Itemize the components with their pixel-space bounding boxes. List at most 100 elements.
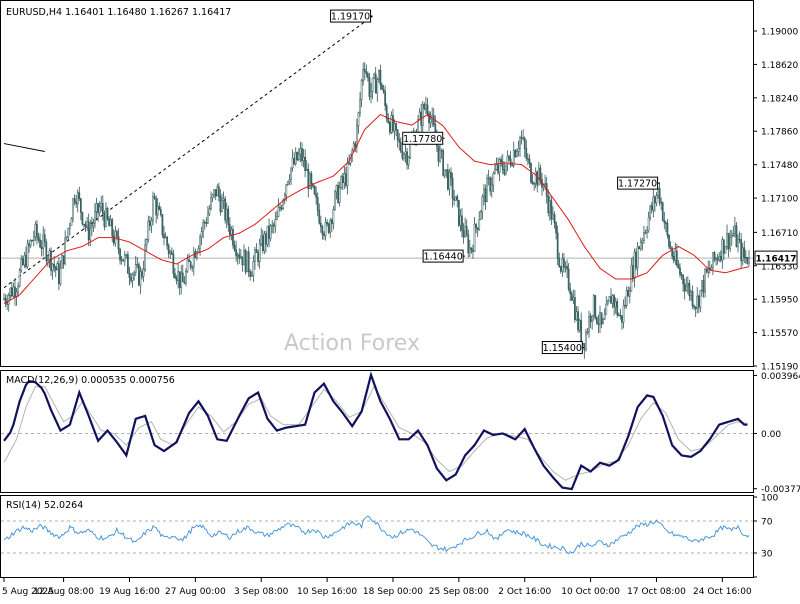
- candle-body: [677, 264, 680, 269]
- candle-body: [298, 153, 300, 161]
- candle-body: [745, 256, 747, 259]
- candle-body: [586, 331, 589, 333]
- candle-body: [738, 239, 741, 241]
- candle-body: [272, 224, 275, 227]
- price-tick-label: 1.17100: [761, 195, 798, 205]
- candle-body: [334, 191, 336, 210]
- candle-body: [597, 322, 600, 325]
- candle-body: [644, 232, 647, 234]
- candle-body: [730, 235, 733, 238]
- candle-body: [429, 118, 432, 124]
- candle-body: [558, 258, 561, 267]
- candle-body: [62, 255, 65, 265]
- candle-body: [553, 214, 556, 224]
- candle-body: [260, 235, 263, 245]
- candle-body: [250, 275, 253, 277]
- candle-body: [89, 227, 92, 241]
- candle-body: [614, 301, 617, 308]
- rsi-indicator: 100 70 30: [1, 494, 778, 578]
- candle-body: [483, 188, 485, 197]
- candle-body: [710, 267, 713, 271]
- candle-body: [117, 236, 120, 250]
- candle-body: [652, 196, 655, 211]
- candle-body: [103, 213, 106, 227]
- price-tick-label: 1.18620: [761, 61, 798, 71]
- annotation-label: 1.16440: [423, 252, 462, 263]
- candle-body: [671, 248, 673, 257]
- candle-body: [679, 267, 681, 275]
- candle-body: [221, 200, 223, 213]
- candle-body: [494, 169, 496, 174]
- candle-body: [498, 159, 501, 173]
- candle-body: [205, 222, 208, 224]
- candle-body: [285, 184, 288, 196]
- candle-body: [537, 167, 540, 186]
- candle-body: [293, 157, 296, 164]
- candle-body: [172, 253, 175, 274]
- candle-body: [261, 235, 264, 252]
- candle-body: [47, 259, 49, 262]
- candle-body: [48, 250, 51, 260]
- macd-title: MACD(12,26,9) 0.000535 0.000756: [6, 375, 175, 386]
- candle-body: [624, 304, 626, 307]
- candle-body: [316, 196, 319, 211]
- time-tick-label: 3 Sep 08:00: [234, 587, 289, 597]
- candle-body: [67, 227, 70, 238]
- candle-body: [150, 220, 153, 226]
- candle-body: [53, 263, 56, 268]
- candle-body: [680, 274, 683, 276]
- candle-body: [139, 271, 142, 286]
- candle-body: [365, 71, 368, 74]
- candle-body: [628, 290, 631, 297]
- candle-body: [326, 222, 328, 224]
- candle-body: [500, 159, 503, 162]
- rsi-panel-frame: [0, 495, 754, 578]
- candle-body: [686, 283, 689, 287]
- candle-body: [606, 300, 609, 305]
- candle-body: [464, 226, 466, 238]
- candle-body: [423, 104, 426, 109]
- candle-body: [693, 305, 695, 308]
- candle-body: [589, 315, 592, 322]
- candle-body: [6, 302, 8, 305]
- candle-body: [403, 153, 405, 159]
- candle-body: [191, 266, 194, 269]
- annotation-box: [402, 131, 444, 145]
- macd-tick-label: -0.003774: [761, 485, 800, 495]
- candle-body: [639, 242, 642, 250]
- candle-body: [222, 198, 225, 201]
- candle-body: [440, 150, 443, 152]
- candle-body: [495, 164, 498, 170]
- candle-body: [348, 162, 350, 165]
- candle-body: [31, 240, 34, 242]
- candle-body: [357, 112, 360, 127]
- candle-body: [729, 236, 732, 249]
- candle-body: [208, 208, 211, 215]
- candle-body: [599, 312, 601, 325]
- candle-body: [101, 202, 104, 215]
- candle-body: [674, 250, 677, 261]
- candle-body: [534, 171, 537, 184]
- macd-indicator: 0.003964 0.00 -0.003774: [1, 371, 800, 495]
- candle-body: [163, 234, 165, 239]
- candle-body: [530, 163, 532, 183]
- candle-body: [296, 151, 299, 161]
- candle-body: [51, 263, 54, 271]
- candle-body: [382, 89, 385, 92]
- candle-body: [330, 220, 333, 224]
- time-tick-label: 25 Sep 08:00: [429, 587, 489, 597]
- candle-body: [371, 77, 374, 92]
- candle-body: [421, 104, 424, 126]
- candle-body: [34, 223, 37, 238]
- candle-body: [230, 229, 233, 235]
- candle-body: [75, 201, 77, 205]
- candle-body: [92, 223, 95, 226]
- candle-body: [376, 79, 379, 94]
- candle-body: [106, 208, 109, 220]
- candle-body: [425, 104, 427, 109]
- candle-body: [503, 169, 506, 175]
- candle-body: [608, 296, 611, 302]
- candle-body: [144, 244, 147, 270]
